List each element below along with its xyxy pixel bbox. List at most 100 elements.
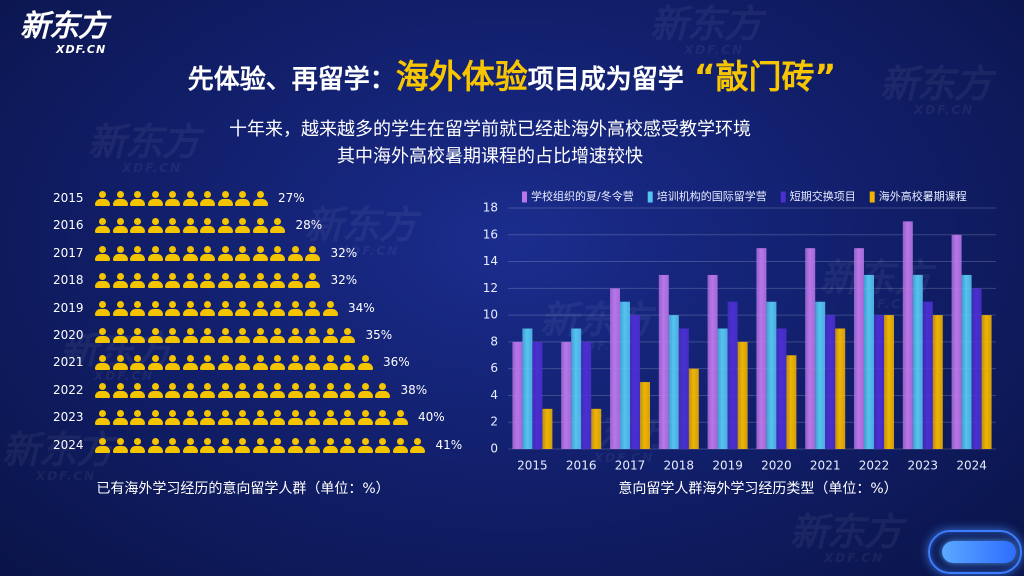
- bar: [981, 315, 992, 449]
- pictogram-value-label: 32%: [330, 273, 358, 288]
- legend-swatch: [780, 191, 786, 203]
- y-tick-label: 16: [483, 227, 498, 241]
- pictogram-icons: [95, 437, 428, 453]
- person-icon: [165, 245, 180, 261]
- bar: [668, 315, 679, 449]
- person-icon: [130, 437, 145, 453]
- person-icon: [270, 382, 285, 398]
- person-icon: [340, 382, 355, 398]
- pictogram-row: 2015 27%: [0, 185, 470, 212]
- person-icon: [270, 355, 285, 371]
- legend-swatch: [869, 191, 875, 203]
- subtitle-line1: 十年来，越来越多的学生在留学前就已经赴海外高校感受教学环境: [229, 119, 751, 140]
- logo-name: 新东方: [20, 9, 108, 44]
- legend-label: 培训机构的国际留学营: [657, 189, 767, 203]
- person-icon: [392, 410, 408, 426]
- pictogram-icons: [95, 382, 393, 398]
- bar: [932, 315, 943, 449]
- bar: [776, 328, 787, 449]
- pictogram-year-label: 2022: [53, 382, 84, 397]
- pictogram-icons: [95, 191, 270, 206]
- person-icon: [235, 410, 250, 426]
- bar: [688, 368, 699, 449]
- person-icon: [252, 300, 268, 316]
- bar: [542, 408, 553, 449]
- bar: [571, 328, 582, 449]
- pictogram-icons: [95, 355, 375, 371]
- person-icon: [340, 328, 355, 343]
- corner-decoration: [928, 530, 1022, 574]
- pictogram-value-label: 41%: [435, 437, 463, 452]
- title-highlight1: 海外体验: [395, 57, 528, 96]
- person-icon: [182, 437, 198, 453]
- y-tick-label: 12: [483, 281, 498, 295]
- person-icon: [235, 191, 250, 206]
- person-icon: [182, 245, 198, 261]
- bar: [912, 274, 923, 449]
- person-icon: [95, 437, 110, 453]
- pictogram-row: 2017 32%: [0, 240, 470, 267]
- person-icon: [130, 300, 145, 316]
- person-icon: [130, 382, 145, 398]
- x-tick-label: 2017: [615, 459, 646, 473]
- person-icon: [130, 273, 145, 289]
- chart-legend: 学校组织的夏/冬令营 培训机构的国际留学营 短期交换项目 海外高校暑期课程: [522, 189, 967, 203]
- x-tick-label: 2022: [859, 459, 890, 473]
- person-icon: [147, 300, 163, 316]
- person-icon: [287, 437, 303, 453]
- pictogram-caption: 已有海外学习经历的意向留学人群（单位：%）: [96, 481, 390, 497]
- person-icon: [287, 410, 303, 426]
- bar: [971, 288, 982, 449]
- person-icon: [305, 300, 320, 316]
- person-icon: [305, 328, 320, 343]
- slide-title: 先体验、再留学：海外体验项目成为留学 “敲门砖”: [0, 52, 1024, 108]
- person-icon: [252, 437, 268, 453]
- person-icon: [200, 300, 215, 316]
- person-icon: [217, 437, 233, 453]
- person-icon: [165, 410, 180, 426]
- person-icon: [270, 273, 285, 289]
- bar: [902, 221, 913, 449]
- legend-swatch: [647, 191, 653, 203]
- person-icon: [112, 245, 128, 261]
- person-icon: [217, 382, 233, 398]
- person-icon: [392, 437, 408, 453]
- pictogram-row: 2018 32%: [0, 267, 470, 294]
- y-tick-label: 14: [483, 254, 498, 268]
- bar: [854, 248, 864, 449]
- bar: [874, 315, 884, 449]
- bar: [591, 408, 602, 449]
- pictogram-value-label: 36%: [383, 355, 410, 370]
- person-icon: [147, 382, 163, 398]
- person-icon: [200, 191, 215, 206]
- person-icon: [130, 410, 145, 426]
- person-icon: [357, 437, 373, 453]
- person-icon: [130, 328, 145, 343]
- person-icon: [357, 355, 373, 371]
- y-tick-label: 2: [490, 415, 498, 429]
- title-part1: 先体验、再留学：: [187, 65, 396, 95]
- pictogram-chart: 2015 27% 2016 28% 2017 32% 2018 32% 2019 34% 2020 3…: [0, 185, 470, 465]
- person-icon: [270, 218, 285, 234]
- pictogram-icons: [95, 328, 358, 343]
- person-icon: [305, 382, 320, 398]
- person-icon: [217, 273, 233, 289]
- bar: [561, 341, 572, 449]
- person-icon: [252, 218, 268, 234]
- corner-decoration-pill: [942, 541, 1016, 563]
- person-icon: [340, 410, 355, 426]
- person-icon: [322, 328, 338, 343]
- bar: [717, 328, 728, 449]
- person-icon: [182, 300, 198, 316]
- bar: [658, 274, 669, 449]
- person-icon: [252, 273, 268, 289]
- y-tick-label: 0: [490, 442, 498, 456]
- x-tick-label: 2019: [712, 459, 743, 473]
- pictogram-value-label: 28%: [295, 218, 323, 233]
- pictogram-icons: [95, 245, 323, 261]
- title-highlight2: “敲门砖”: [693, 57, 837, 96]
- slide-subtitle: 十年来，越来越多的学生在留学前就已经赴海外高校感受教学环境 其中海外高校暑期课程…: [0, 116, 980, 170]
- legend-item: 培训机构的国际留学营: [647, 189, 767, 203]
- grouped-bar-chart: 0 2 4 6 8 10 12 14 16 18 2015 2016 2017 2018 2019 2020…: [483, 189, 996, 473]
